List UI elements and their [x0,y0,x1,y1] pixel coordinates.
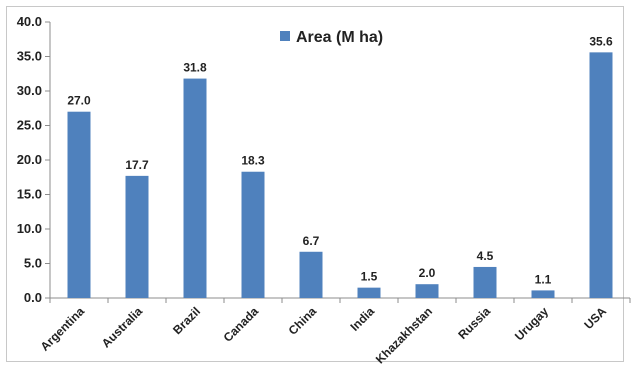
category-label: China [286,304,320,338]
category-labels: Argentina Australia Brazil Canada China India… [38,304,610,366]
bar-argentina [67,111,91,298]
data-labels: 27.0 17.7 31.8 18.3 6.7 1.5 2.0 4.5 1.1 35.6 [67,34,613,286]
y-tick-label: 40.0 [17,14,42,29]
y-tick-label: 30.0 [17,83,42,98]
category-label: Canada [221,304,262,345]
chart-frame [6,6,624,362]
data-label: 1.5 [361,270,378,284]
bar-australia [125,175,149,298]
bar-usa [589,52,613,298]
legend: Area (M ha) [280,29,383,46]
data-label: 1.1 [535,272,552,286]
bar-russia [473,266,497,298]
bar-canada [241,171,265,298]
y-tick-label: 15.0 [17,187,42,202]
category-label: USA [581,304,609,332]
category-label: Urugay [512,304,551,343]
x-axis [49,297,631,303]
data-label: 6.7 [303,234,320,248]
y-tick-label: 25.0 [17,118,42,133]
data-label: 2.0 [419,266,436,280]
data-label: 35.6 [589,34,613,48]
y-tick-label: 0.0 [24,290,42,305]
data-label: 27.0 [67,94,91,108]
category-label: Argentina [38,304,88,354]
category-label: India [347,304,377,334]
bar-china [299,251,323,298]
data-label: 4.5 [477,249,494,263]
y-tick-label: 35.0 [17,49,42,64]
bar-brazil [183,78,207,298]
category-label: Russia [455,304,493,342]
data-label: 17.7 [125,158,149,172]
y-axis: 0.0 5.0 10.0 15.0 20.0 25.0 30.0 35.0 40.0 [17,14,51,305]
legend-label: Area (M ha) [296,29,383,46]
bar-urugay [531,290,555,298]
y-tick-label: 5.0 [24,256,42,271]
category-label: Khazakhstan [373,304,435,366]
y-tick-label: 10.0 [17,221,42,236]
bar-khazakhstan [415,284,439,298]
bars [67,52,613,298]
data-label: 31.8 [183,61,207,75]
legend-swatch [280,31,290,41]
y-tick-label: 20.0 [17,152,42,167]
bar-india [357,287,381,298]
category-label: Australia [99,304,145,350]
category-label: Brazil [170,304,203,337]
data-label: 18.3 [241,154,265,168]
